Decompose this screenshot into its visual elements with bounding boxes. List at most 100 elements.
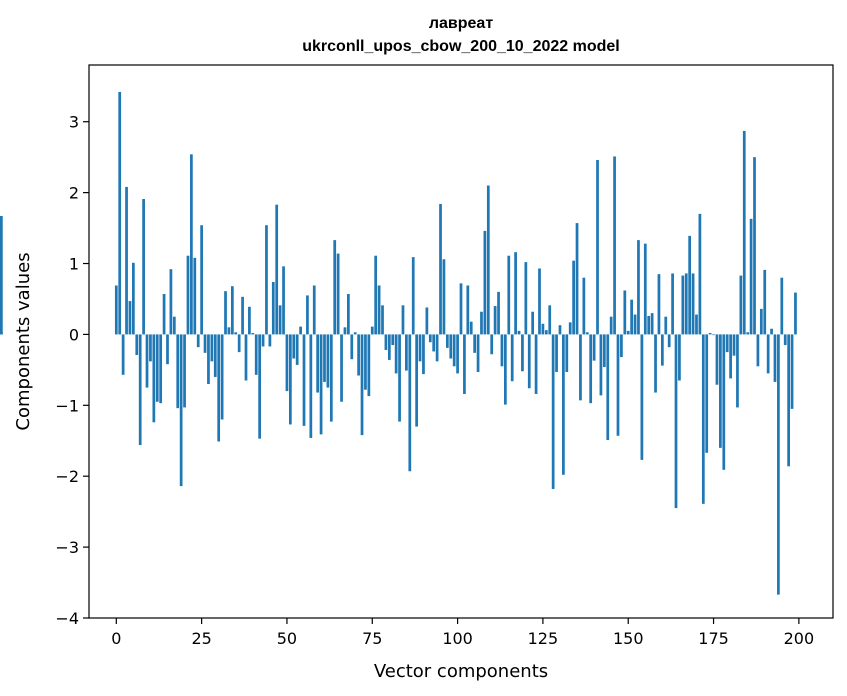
y-tick-label: 1	[69, 255, 79, 274]
bar-173	[705, 334, 709, 453]
bar-72	[360, 334, 364, 436]
bar-18	[176, 334, 180, 409]
bar-79	[384, 334, 388, 351]
bar-145	[609, 316, 613, 335]
bar-28	[210, 334, 214, 362]
bar-88	[415, 334, 418, 427]
x-tick-label: 125	[528, 629, 559, 648]
bar-149	[623, 290, 627, 335]
bar-127	[548, 305, 552, 335]
bar-13	[159, 334, 163, 404]
bar-181	[732, 334, 736, 356]
bar-95	[439, 203, 442, 335]
bar-146	[613, 156, 616, 335]
bar-142	[599, 334, 603, 396]
bar-107	[480, 311, 483, 335]
bar-9	[145, 334, 149, 388]
bar-75	[370, 326, 374, 335]
bar-27	[207, 334, 210, 385]
bar-52	[292, 334, 296, 359]
bar-39	[248, 306, 251, 335]
bar-100	[456, 334, 459, 374]
bar-85	[405, 334, 408, 371]
bar-167	[684, 273, 688, 335]
bar-112	[497, 291, 500, 335]
bar-191	[766, 334, 770, 374]
bar-118	[517, 330, 521, 335]
bar-19	[179, 334, 183, 487]
bar-16	[169, 269, 173, 335]
x-tick-label: 25	[191, 629, 211, 648]
bar-189	[759, 308, 763, 335]
bar-60	[319, 334, 323, 435]
bar-161	[664, 316, 668, 335]
bar-162	[667, 334, 671, 348]
bar-174	[708, 332, 712, 335]
bar-179	[725, 334, 729, 353]
bar-182	[736, 334, 739, 408]
bar-144	[606, 334, 610, 441]
bar-17	[172, 316, 176, 335]
bar-21	[186, 255, 190, 335]
bar-101	[459, 283, 463, 335]
bar-158	[654, 334, 657, 393]
bar-undefined	[0, 216, 3, 335]
bar-108	[483, 230, 487, 335]
bar-3	[125, 186, 128, 335]
y-tick-label: −3	[55, 538, 79, 557]
bar-46	[271, 281, 275, 335]
bar-178	[722, 334, 726, 470]
bar-192	[770, 328, 773, 335]
bar-195	[780, 277, 784, 335]
bar-185	[746, 332, 750, 335]
bar-25	[200, 225, 203, 335]
bar-105	[473, 334, 477, 353]
bar-57	[309, 334, 313, 438]
bar-102	[463, 334, 466, 394]
bar-129	[555, 334, 558, 372]
y-tick-label: −2	[55, 467, 79, 486]
bar-35	[234, 332, 238, 335]
bar-159	[657, 274, 661, 335]
bar-14	[162, 294, 166, 335]
bar-166	[681, 275, 685, 335]
bar-4	[128, 301, 132, 335]
bar-169	[691, 273, 695, 335]
bar-172	[701, 334, 705, 504]
bar-117	[514, 252, 517, 335]
bar-56	[306, 295, 309, 335]
bar-137	[582, 277, 586, 335]
bar-132	[565, 334, 569, 372]
bar-33	[227, 327, 231, 335]
bar-135	[575, 223, 579, 335]
bar-116	[510, 334, 514, 382]
bar-80	[387, 334, 391, 360]
bar-22	[190, 154, 193, 335]
bar-124	[538, 268, 541, 335]
bar-32	[224, 291, 227, 335]
x-axis-label: Vector components	[374, 661, 548, 682]
bar-148	[620, 334, 623, 358]
bar-180	[729, 334, 732, 379]
bar-106	[476, 334, 480, 372]
bar-12	[155, 334, 159, 402]
bar-68	[347, 294, 350, 335]
bar-7	[138, 334, 142, 446]
bar-44	[265, 225, 268, 335]
bar-15	[166, 334, 169, 365]
bar-1	[118, 91, 122, 335]
bar-5	[132, 262, 135, 335]
bars-group	[0, 91, 797, 595]
bar-42	[258, 334, 262, 439]
bar-58	[312, 285, 316, 335]
bar-140	[592, 334, 596, 361]
bar-133	[568, 322, 572, 335]
bar-67	[343, 327, 347, 335]
bar-47	[275, 204, 279, 335]
bar-70	[353, 332, 357, 335]
bar-66	[340, 334, 343, 402]
bar-31	[220, 334, 224, 420]
bar-165	[678, 334, 681, 381]
bar-59	[316, 334, 320, 393]
bar-154	[640, 334, 644, 460]
